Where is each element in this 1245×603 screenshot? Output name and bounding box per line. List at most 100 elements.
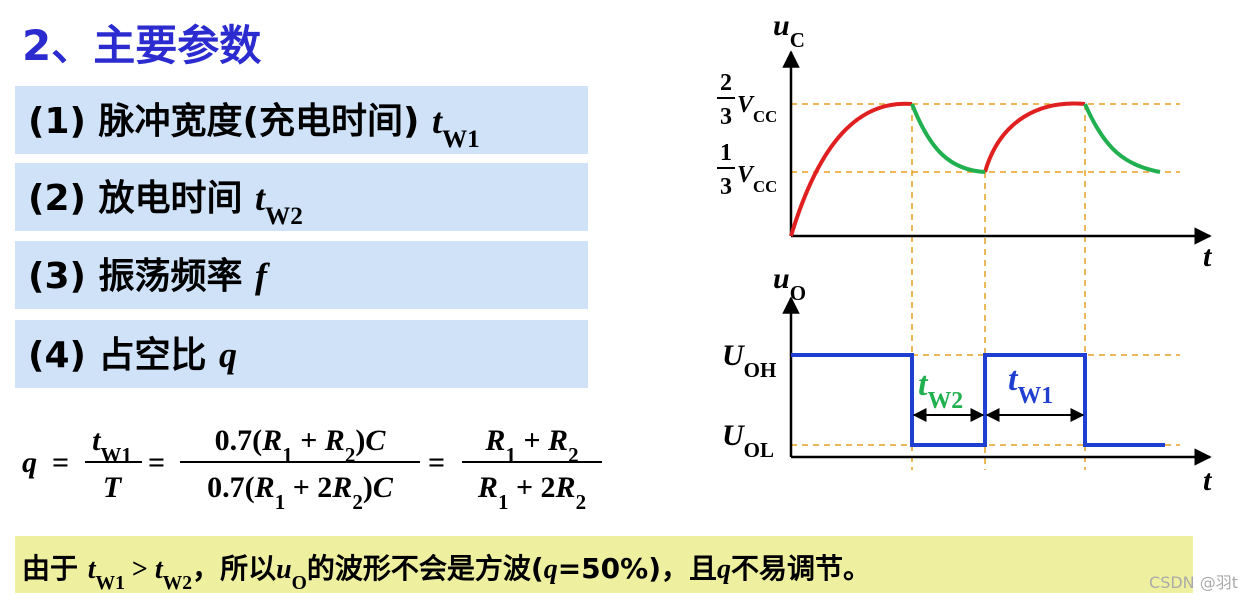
item: (2) 放电时间 tW2 <box>28 178 303 230</box>
tw2-label: tW2 <box>918 366 963 414</box>
item-list: (1) 脉冲宽度(充电时间) tW1 (2) 放电时间 tW2 (3) 振荡频率… <box>15 86 588 388</box>
text-run: R <box>331 471 352 504</box>
formula: q = tW1 T = 0.7(R1 + R2)C 0.7(R1 + 2R2)C… <box>22 424 602 514</box>
text-run: t <box>88 554 97 585</box>
item-label: (1) 脉冲宽度(充电时间) <box>28 100 432 142</box>
svg-text:VCC: VCC <box>737 92 777 126</box>
text-run: 3 <box>720 104 732 130</box>
text-run: OL <box>744 438 774 462</box>
axes <box>782 50 1212 466</box>
text-run: C <box>790 28 805 52</box>
formula-eq: = <box>428 446 445 479</box>
text-run: + <box>516 424 548 457</box>
text-run: R <box>261 424 282 457</box>
text-run: R <box>324 424 345 457</box>
text-run: R <box>547 424 568 457</box>
text-run: t <box>155 554 164 585</box>
t-label: t <box>1203 464 1213 497</box>
item-var: t <box>432 101 443 141</box>
item-bg <box>15 320 588 388</box>
two-thirds-label: 2 3 VCC <box>717 70 777 130</box>
formula-eq: = <box>148 446 165 479</box>
fraction-num: tW1 <box>92 424 132 467</box>
text-run: R <box>555 471 576 504</box>
item-var: f <box>255 256 270 296</box>
uo-label: uO <box>773 262 806 305</box>
item-label: (4) 占空比 <box>28 335 219 376</box>
item: (1) 脉冲宽度(充电时间) tW1 <box>28 100 480 153</box>
text-run: 2 <box>352 490 363 514</box>
watermark: CSDN @羽t <box>1149 573 1238 592</box>
text-run: 不易调节。 <box>731 552 871 585</box>
text-run: CC <box>753 107 777 126</box>
text-run: 1 <box>498 490 509 514</box>
text-run: 的波形不会是方波( <box>307 552 544 585</box>
note: 由于 tW1 > tW2，所以uO的波形不会是方波(q=50%)，且q不易调节。 <box>22 552 871 594</box>
uol-label: UOL <box>722 419 774 462</box>
formula-eq: = <box>52 446 69 479</box>
text-run: W1 <box>1017 383 1053 409</box>
tw1-label: tW1 <box>1008 361 1053 409</box>
text-run: + 2 <box>285 471 332 504</box>
text-run: 3 <box>720 174 732 200</box>
item-sub: W1 <box>442 126 480 153</box>
output-wave <box>791 353 1165 447</box>
t-label: t <box>1203 240 1213 273</box>
text-run: CC <box>753 177 777 196</box>
charge-curve <box>789 101 913 237</box>
text-run: 由于 <box>22 552 88 585</box>
text-run: t <box>92 424 102 457</box>
fraction-num: R1 + R2 <box>484 424 578 467</box>
item-label: (2) 放电时间 <box>28 178 255 219</box>
fraction-den: R1 + 2R2 <box>477 471 586 514</box>
text-run: 1 <box>275 490 286 514</box>
text-run: W1 <box>96 573 125 594</box>
uc-label: uC <box>773 9 805 52</box>
text-run: q <box>544 554 558 585</box>
waveform: uC uO t t UOH UOL tW2 tW1 2 3 VCC 1 3 VC… <box>717 9 1213 497</box>
text-run: u <box>276 554 292 585</box>
text-run: 1 <box>505 443 516 467</box>
item-label: (3) 振荡频率 <box>28 256 255 297</box>
text-run: OH <box>744 358 777 382</box>
item-bg <box>15 163 588 231</box>
text-run: u <box>773 262 790 295</box>
text-run: ) <box>363 471 373 504</box>
text-run: V <box>737 92 755 118</box>
text-run: =50%)，且 <box>558 552 717 585</box>
text-run: V <box>737 162 755 188</box>
text-run: q <box>717 554 731 585</box>
fraction-den: T <box>103 471 123 504</box>
text-run: u <box>773 9 790 42</box>
text-run: W2 <box>927 388 963 414</box>
svg-text:VCC: VCC <box>737 162 777 196</box>
text-run: R <box>484 424 505 457</box>
text-run: > <box>125 554 155 585</box>
text-run: + <box>293 424 325 457</box>
one-third-label: 1 3 VCC <box>717 140 777 200</box>
fraction-num: 0.7(R1 + R2)C <box>215 424 387 467</box>
text-run: 2 <box>576 490 587 514</box>
text-run: 1 <box>720 140 732 166</box>
note-bg <box>15 536 1193 593</box>
item-var: t <box>255 178 266 218</box>
text-run: R <box>254 471 275 504</box>
text-run: W1 <box>100 443 132 467</box>
text-run: W2 <box>163 573 192 594</box>
item-bg <box>15 86 588 154</box>
item-var: q <box>219 335 237 375</box>
text-run: U <box>722 419 745 452</box>
text-run: 1 <box>282 443 293 467</box>
item: (4) 占空比 q <box>28 335 237 376</box>
fraction-den: 0.7(R1 + 2R2)C <box>207 471 394 514</box>
text-run: ) <box>355 424 365 457</box>
text-run: 0.7( <box>215 424 263 457</box>
text-run: 2 <box>345 443 356 467</box>
text-run: R <box>477 471 498 504</box>
text-run: U <box>722 339 745 372</box>
item-bg <box>15 241 588 309</box>
text-run: C <box>365 424 386 457</box>
text-run: + 2 <box>508 471 555 504</box>
item-sub: W2 <box>265 203 303 230</box>
